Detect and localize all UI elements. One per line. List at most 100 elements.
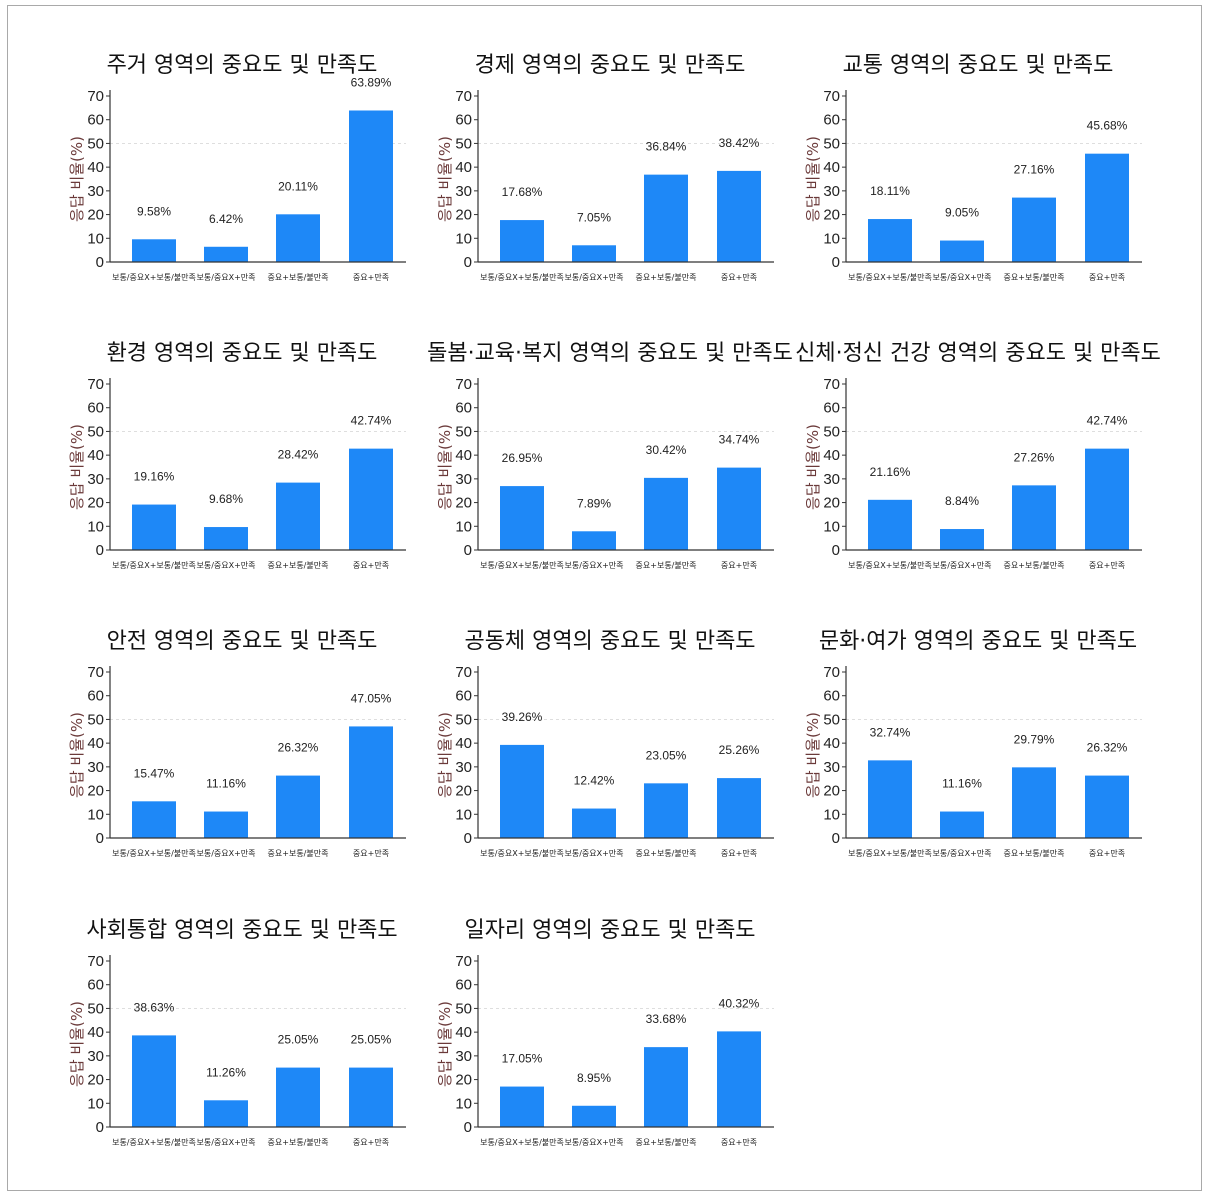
y-tick-label: 30 [823, 471, 840, 488]
bar [940, 811, 984, 838]
data-label: 36.84% [646, 140, 687, 154]
chart-title: 교통 영역의 중요도 및 만족도 [843, 53, 1114, 78]
bar [717, 1031, 761, 1127]
x-tick-label: 중요+만족 [721, 561, 757, 570]
bar [349, 110, 393, 262]
bar [1085, 448, 1129, 550]
data-label: 42.74% [351, 414, 392, 428]
bar [868, 219, 912, 262]
bar [572, 245, 616, 262]
y-tick-label: 50 [87, 1000, 104, 1017]
data-label: 19.16% [134, 470, 175, 484]
x-tick-label: 보통/중요X+만족 [196, 1138, 255, 1147]
bar [1012, 767, 1056, 838]
y-tick-label: 50 [455, 423, 472, 440]
x-tick-label: 중요+만족 [353, 849, 389, 858]
x-tick-label: 중요+보통/불만족 [1004, 272, 1065, 282]
y-tick-label: 40 [87, 1024, 104, 1041]
data-label: 23.05% [646, 748, 687, 762]
data-label: 28.42% [278, 448, 319, 462]
y-tick-label: 0 [96, 542, 104, 559]
bar [349, 448, 393, 550]
y-tick-label: 70 [455, 664, 472, 681]
y-tick-label: 70 [87, 953, 104, 970]
y-tick-label: 20 [823, 207, 840, 224]
data-label: 34.74% [719, 433, 760, 447]
x-tick-label: 중요+보통/불만족 [268, 1137, 329, 1147]
bar [644, 174, 688, 262]
y-tick-label: 20 [823, 495, 840, 512]
chart-title: 경제 영역의 중요도 및 만족도 [475, 53, 746, 78]
y-tick-label: 40 [455, 159, 472, 176]
y-tick-label: 10 [823, 518, 840, 535]
y-tick-label: 60 [87, 977, 104, 994]
data-label: 18.11% [870, 184, 910, 198]
bar [717, 467, 761, 550]
y-axis-label: 응답 비율(%) [68, 424, 86, 510]
figure-frame [7, 5, 1202, 1191]
y-tick-label: 40 [455, 735, 472, 752]
x-tick-label: 보통/중요X+보통/불만족 [848, 848, 932, 858]
y-tick-label: 10 [823, 230, 840, 247]
y-tick-label: 60 [87, 112, 104, 129]
data-label: 21.16% [870, 465, 911, 479]
y-tick-label: 10 [455, 806, 472, 823]
y-tick-label: 10 [823, 806, 840, 823]
x-tick-label: 중요+보통/불만족 [636, 272, 697, 282]
bar [204, 527, 248, 550]
data-label: 25.26% [719, 743, 760, 757]
y-tick-label: 20 [87, 495, 104, 512]
y-tick-label: 10 [87, 1095, 104, 1112]
chart-title: 문화·여가 영역의 중요도 및 만족도 [819, 629, 1137, 654]
data-label: 11.26% [206, 1065, 246, 1079]
chart-title: 주거 영역의 중요도 및 만족도 [107, 53, 378, 78]
y-tick-label: 40 [87, 447, 104, 464]
bar [572, 531, 616, 550]
data-label: 15.47% [134, 766, 175, 780]
y-tick-label: 50 [87, 423, 104, 440]
bar [717, 778, 761, 838]
x-tick-label: 보통/중요X+보통/불만족 [112, 1137, 196, 1147]
x-tick-label: 중요+보통/불만족 [268, 272, 329, 282]
y-tick-label: 0 [464, 830, 472, 847]
data-label: 38.63% [134, 1000, 175, 1014]
y-tick-label: 10 [87, 518, 104, 535]
x-tick-label: 중요+만족 [353, 1138, 389, 1147]
bar [717, 170, 761, 262]
bar [349, 1067, 393, 1127]
x-tick-label: 중요+만족 [721, 849, 757, 858]
y-axis-label: 응답 비율(%) [804, 136, 822, 222]
y-tick-label: 40 [87, 159, 104, 176]
x-tick-label: 보통/중요X+만족 [932, 273, 991, 282]
data-label: 33.68% [646, 1012, 687, 1026]
chart-title: 돌봄·교육·복지 영역의 중요도 및 만족도 [427, 341, 793, 366]
chart-title: 안전 영역의 중요도 및 만족도 [107, 629, 378, 654]
bar [132, 504, 176, 550]
y-tick-label: 40 [823, 447, 840, 464]
y-tick-label: 10 [87, 230, 104, 247]
data-label: 9.05% [945, 206, 979, 220]
data-label: 7.89% [577, 496, 611, 510]
y-axis-label: 응답 비율(%) [804, 712, 822, 798]
data-label: 9.58% [137, 204, 171, 218]
data-label: 20.11% [278, 179, 318, 193]
x-tick-label: 중요+만족 [353, 561, 389, 570]
x-tick-label: 중요+보통/불만족 [268, 560, 329, 570]
y-tick-label: 70 [87, 664, 104, 681]
x-tick-label: 중요+만족 [721, 1138, 757, 1147]
bar [500, 220, 544, 262]
y-axis-label: 응답 비율(%) [68, 712, 86, 798]
data-label: 32.74% [870, 725, 911, 739]
x-tick-label: 보통/중요X+만족 [196, 561, 255, 570]
y-tick-label: 30 [455, 471, 472, 488]
y-tick-label: 70 [823, 376, 840, 393]
x-tick-label: 중요+만족 [721, 273, 757, 282]
data-label: 38.42% [719, 136, 760, 150]
bar [204, 1100, 248, 1127]
